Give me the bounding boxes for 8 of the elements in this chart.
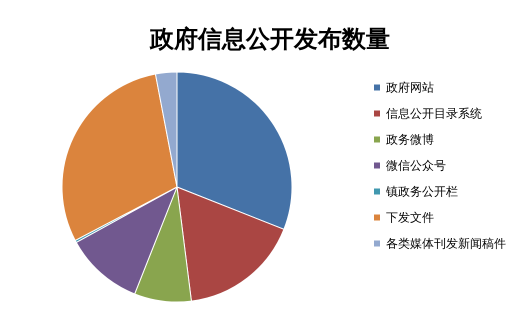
- legend-label: 政府网站: [386, 80, 434, 94]
- legend-label: 微信公众号: [386, 158, 446, 172]
- legend-label: 各类媒体刊发新闻稿件: [386, 236, 506, 250]
- legend-label: 政务微博: [386, 132, 434, 146]
- legend-label: 下发文件: [386, 210, 434, 224]
- legend-label: 信息公开目录系统: [386, 106, 482, 120]
- legend-label: 镇政务公开栏: [385, 184, 458, 198]
- chart-title: 政府信息公开发布数量: [149, 25, 390, 53]
